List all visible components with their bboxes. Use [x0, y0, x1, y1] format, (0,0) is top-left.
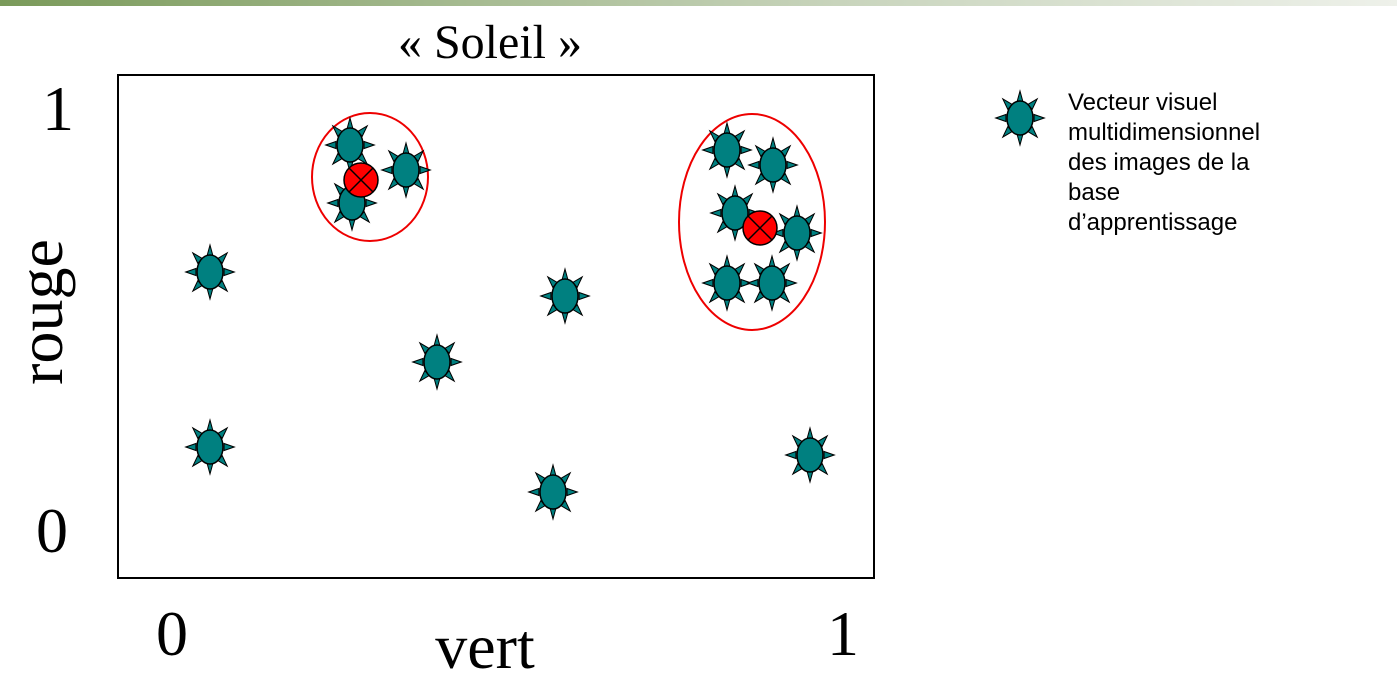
vector-body	[551, 278, 579, 314]
centroid-cross	[348, 167, 374, 193]
ray	[380, 165, 393, 175]
plot-frame	[117, 74, 875, 579]
vector-body	[539, 474, 567, 510]
feature-vector-icon	[184, 243, 236, 301]
y-max-label: 1	[42, 73, 74, 144]
centroid	[343, 162, 379, 198]
ray	[326, 198, 339, 208]
legend-text: d’apprentissage	[1068, 209, 1237, 236]
y-min-label: 0	[36, 495, 68, 566]
vector-body	[392, 152, 420, 188]
feature-vector-icon	[380, 141, 432, 199]
ray	[324, 140, 337, 150]
ray	[566, 487, 579, 497]
ray	[223, 442, 236, 452]
ray	[746, 278, 759, 288]
legend-text: base	[1068, 179, 1120, 206]
ray	[363, 140, 376, 150]
ray	[539, 291, 552, 301]
ray	[771, 228, 784, 238]
vector-body	[796, 437, 824, 473]
cluster-ellipse	[311, 112, 429, 242]
vector-body	[196, 254, 224, 290]
ray	[365, 198, 378, 208]
vector-body	[196, 429, 224, 465]
vector-body	[336, 127, 364, 163]
vector-body	[783, 215, 811, 251]
title: « Soleil »	[398, 16, 582, 69]
feature-vector-icon	[184, 418, 236, 476]
ray	[527, 487, 540, 497]
legend: Vecteur visuel multidimensionnel des image…	[994, 89, 1260, 236]
feature-vector-icon	[411, 333, 463, 391]
ray	[411, 357, 424, 367]
ray	[223, 267, 236, 277]
vector-body	[759, 147, 787, 183]
y-axis-label: rouge	[5, 239, 76, 385]
legend-text: multidimensionnel	[1068, 119, 1260, 146]
feature-vector-icon	[701, 121, 753, 179]
ray	[184, 442, 197, 452]
feature-vector-icon	[539, 267, 591, 325]
vector-body	[713, 132, 741, 168]
legend-text: des images de la	[1068, 149, 1250, 176]
ray	[1033, 113, 1046, 123]
feature-vector-icon	[324, 116, 376, 174]
vector-body	[423, 344, 451, 380]
ray	[578, 291, 591, 301]
ray	[785, 278, 798, 288]
top-bar	[0, 0, 1397, 6]
feature-vector-icon	[746, 254, 798, 312]
cluster-ellipse	[678, 113, 826, 331]
x-axis-label: vert	[435, 611, 535, 677]
feature-vector-icon	[771, 204, 823, 262]
points	[184, 116, 836, 521]
ray	[994, 113, 1007, 123]
ray	[419, 165, 432, 175]
x-max-label: 1	[827, 598, 859, 669]
ray	[786, 160, 799, 170]
vector-body	[758, 265, 786, 301]
feature-vector-icon	[994, 89, 1046, 147]
feature-vector-icon	[701, 254, 753, 312]
ray	[450, 357, 463, 367]
ray	[184, 267, 197, 277]
feature-vector-icon	[527, 463, 579, 521]
centroid-cross	[747, 215, 773, 241]
ray	[709, 208, 722, 218]
ray	[823, 450, 836, 460]
vector-body	[1006, 100, 1034, 136]
vector-body	[713, 265, 741, 301]
ray	[784, 450, 797, 460]
ray	[810, 228, 823, 238]
feature-vector-icon	[784, 426, 836, 484]
ray	[701, 278, 714, 288]
ray	[747, 160, 760, 170]
ray	[701, 145, 714, 155]
x-min-label: 0	[156, 598, 188, 669]
legend-text: Vecteur visuel	[1068, 89, 1217, 116]
feature-vector-icon	[747, 136, 799, 194]
ray	[740, 145, 753, 155]
vector-body	[721, 195, 749, 231]
centroid	[742, 210, 778, 246]
